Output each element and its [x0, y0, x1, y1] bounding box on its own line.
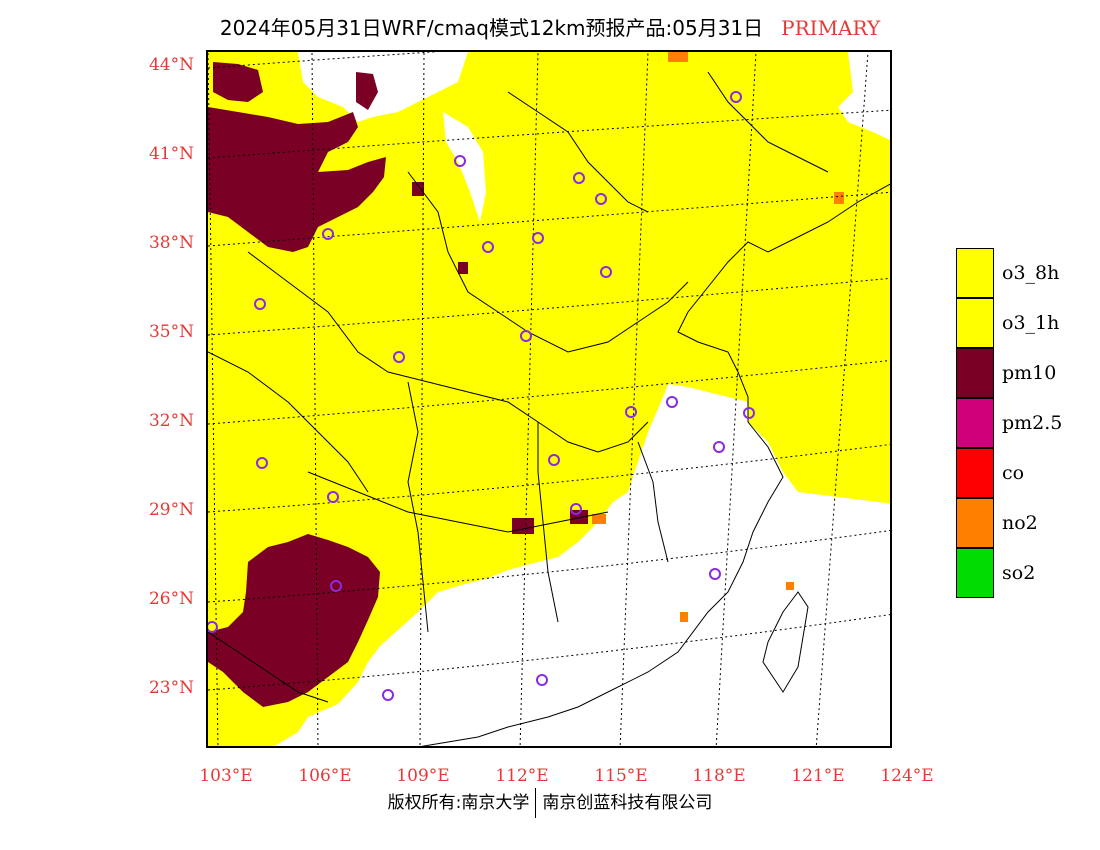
footer-divider — [535, 788, 537, 818]
pm10-patch — [458, 262, 468, 274]
site-marker — [713, 441, 725, 453]
legend-label: o3_1h — [1002, 312, 1060, 334]
boundaries — [208, 71, 890, 746]
site-marker — [327, 491, 339, 503]
no2-patch — [834, 192, 844, 204]
lon-label-121e: 121°E — [791, 766, 845, 786]
pm10-region-southwest — [208, 534, 380, 707]
legend-swatch — [956, 548, 994, 598]
pm10-patch — [512, 518, 534, 534]
lat-label-26n: 26°N — [148, 589, 194, 609]
no2-patch — [786, 582, 794, 590]
copyright-company: 南京创蓝科技有限公司 — [542, 793, 713, 813]
site-marker — [208, 621, 218, 633]
lat-label-23n: 23°N — [148, 678, 194, 698]
site-marker — [382, 689, 394, 701]
legend-label: co — [1002, 462, 1025, 484]
monitoring-sites — [208, 91, 755, 701]
copyright-owner: 版权所有:南京大学 — [387, 793, 530, 813]
pm10-region-top — [213, 62, 263, 102]
map-title: 2024年05月31日WRF/cmaq模式12km预报产品:05月31日 PRIM… — [0, 12, 1100, 41]
site-marker — [330, 580, 342, 592]
graticule-latitude — [208, 52, 890, 691]
site-marker — [573, 172, 585, 184]
site-marker — [548, 454, 560, 466]
site-marker — [666, 396, 678, 408]
pm10-region-northwest — [208, 107, 386, 252]
pm10-patch — [412, 182, 424, 196]
site-marker — [254, 298, 266, 310]
site-marker — [256, 457, 268, 469]
map-canvas — [208, 52, 890, 746]
pm10-region-top2 — [356, 72, 378, 110]
clear-area-northeast — [838, 52, 890, 141]
lat-label-32n: 32°N — [148, 411, 194, 431]
legend-label: no2 — [1002, 512, 1038, 534]
site-marker — [532, 232, 544, 244]
site-marker — [625, 406, 637, 418]
lat-label-38n: 38°N — [148, 233, 194, 253]
legend-label: pm10 — [1002, 362, 1057, 384]
lon-label-124e: 124°E — [880, 766, 934, 786]
site-marker — [520, 330, 532, 342]
map-title-tag: PRIMARY — [781, 16, 881, 40]
clear-area-southeast — [393, 397, 890, 746]
legend-swatch — [956, 348, 994, 398]
legend-label: so2 — [1002, 562, 1036, 584]
legend-label: o3_8h — [1002, 262, 1060, 284]
no2-patch — [668, 52, 688, 62]
lat-label-35n: 35°N — [148, 322, 194, 342]
legend-swatch — [956, 248, 994, 298]
site-marker — [595, 193, 607, 205]
legend-swatch — [956, 298, 994, 348]
site-marker — [393, 351, 405, 363]
legend-swatch — [956, 448, 994, 498]
map-panel — [206, 50, 892, 748]
lon-label-115e: 115°E — [594, 766, 648, 786]
no2-patch — [592, 514, 606, 524]
site-marker — [743, 407, 755, 419]
lon-label-103e: 103°E — [199, 766, 253, 786]
graticule-longitude — [208, 52, 869, 746]
site-marker — [482, 241, 494, 253]
legend-label: pm2.5 — [1002, 412, 1063, 434]
site-marker — [454, 155, 466, 167]
site-marker — [322, 228, 334, 240]
site-marker — [600, 266, 612, 278]
site-marker — [730, 91, 742, 103]
legend-swatch — [956, 398, 994, 448]
site-marker — [570, 503, 582, 515]
copyright-footer: 版权所有:南京大学 南京创蓝科技有限公司 — [0, 788, 1100, 818]
site-marker — [536, 674, 548, 686]
no2-patch — [680, 612, 688, 622]
lat-label-41n: 41°N — [148, 144, 194, 164]
lon-label-112e: 112°E — [495, 766, 549, 786]
lon-label-106e: 106°E — [298, 766, 352, 786]
site-marker — [709, 568, 721, 580]
legend-swatch — [956, 498, 994, 548]
lat-label-29n: 29°N — [148, 500, 194, 520]
map-title-text: 2024年05月31日WRF/cmaq模式12km预报产品:05月31日 — [219, 16, 764, 40]
lon-label-118e: 118°E — [692, 766, 746, 786]
lat-label-44n: 44°N — [148, 55, 194, 75]
lon-label-109e: 109°E — [396, 766, 450, 786]
